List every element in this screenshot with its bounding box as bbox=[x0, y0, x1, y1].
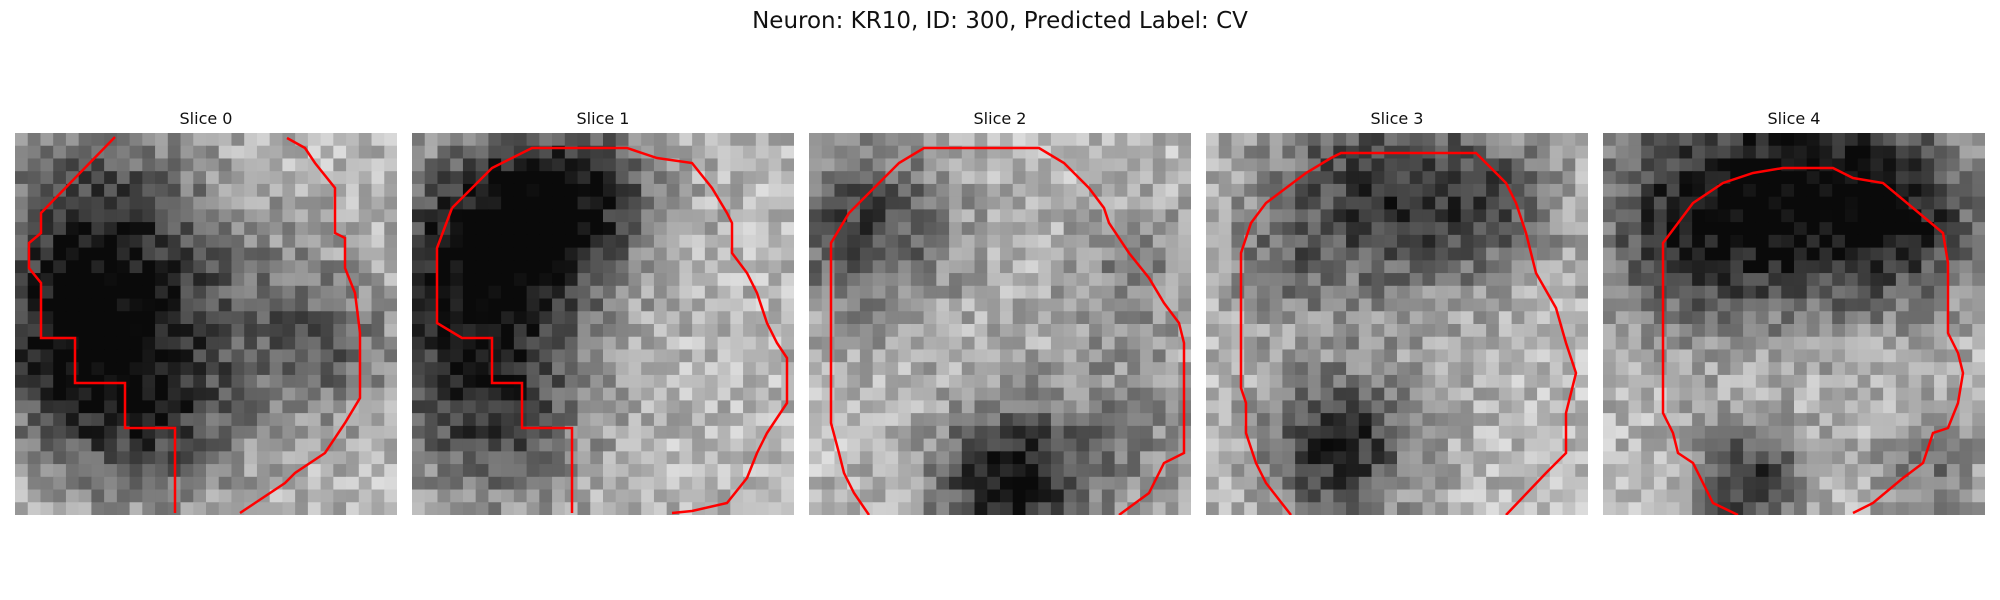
slice-title-0: Slice 0 bbox=[179, 109, 233, 128]
contour-line-0 bbox=[1661, 166, 1965, 515]
slice-image-1 bbox=[412, 133, 794, 515]
slice-title-1: Slice 1 bbox=[576, 109, 630, 128]
slice-title-2: Slice 2 bbox=[973, 109, 1027, 128]
slice-image-2 bbox=[809, 133, 1191, 515]
slice-panel-4: Slice 4 bbox=[1603, 108, 1985, 515]
contour-line-0 bbox=[1239, 151, 1578, 515]
slice-image-3 bbox=[1206, 133, 1588, 515]
figure-title: Neuron: KR10, ID: 300, Predicted Label: … bbox=[752, 8, 1248, 34]
slice-title-4: Slice 4 bbox=[1767, 109, 1821, 128]
contour-line-1 bbox=[435, 207, 574, 513]
contour-line-0 bbox=[451, 146, 789, 515]
slice-image-4 bbox=[1603, 133, 1985, 515]
slice-panel-2: Slice 2 bbox=[809, 108, 1191, 515]
slice-panel-0: Slice 0 bbox=[15, 108, 397, 515]
slice-panel-3: Slice 3 bbox=[1206, 108, 1588, 515]
contour-line-0 bbox=[829, 146, 1186, 515]
contour-line-0 bbox=[27, 136, 177, 513]
slice-title-3: Slice 3 bbox=[1370, 109, 1424, 128]
slice-panel-1: Slice 1 bbox=[412, 108, 794, 515]
contour-line-1 bbox=[239, 136, 362, 515]
slice-image-0 bbox=[15, 133, 397, 515]
